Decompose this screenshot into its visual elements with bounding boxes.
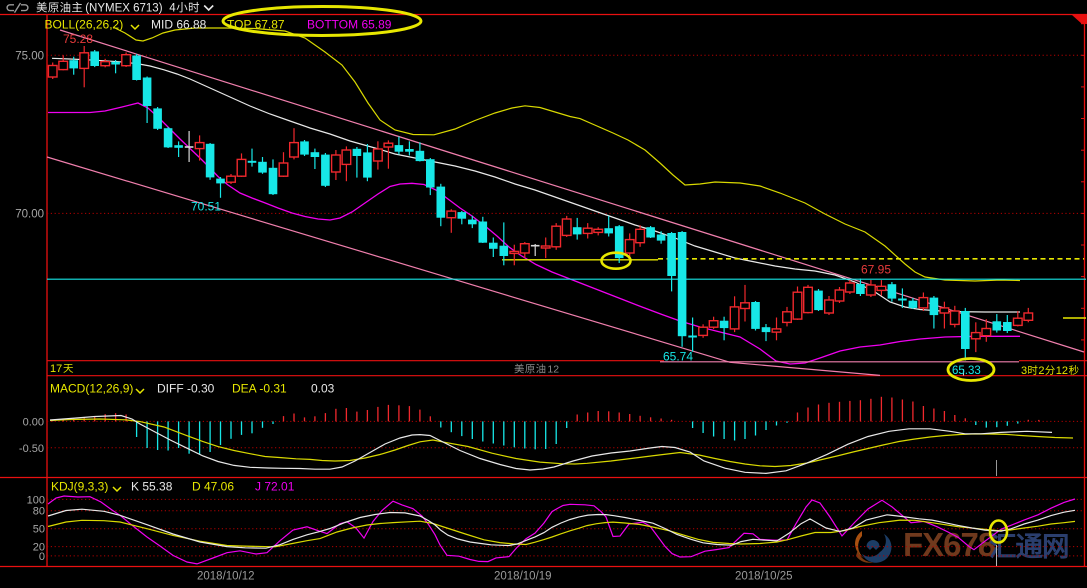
svg-text:2: 2 xyxy=(1038,365,1044,377)
svg-text:3: 3 xyxy=(1021,365,1027,377)
svg-text:4: 4 xyxy=(169,3,176,15)
svg-text:D 47.06: D 47.06 xyxy=(192,480,234,494)
svg-text:-0.50: -0.50 xyxy=(19,443,44,455)
svg-text:70.51: 70.51 xyxy=(191,200,221,214)
svg-text:BOLL(26,26,2): BOLL(26,26,2) xyxy=(45,18,124,32)
svg-text:0.03: 0.03 xyxy=(311,382,335,396)
svg-text:J 72.01: J 72.01 xyxy=(255,480,295,494)
svg-text:K 55.38: K 55.38 xyxy=(131,480,173,494)
svg-text:80: 80 xyxy=(33,506,45,518)
svg-text:50: 50 xyxy=(33,524,45,536)
svg-text:DEA -0.31: DEA -0.31 xyxy=(232,382,287,396)
svg-text:65.74: 65.74 xyxy=(663,350,693,364)
svg-text:70.00: 70.00 xyxy=(15,209,44,221)
svg-text:75.00: 75.00 xyxy=(15,51,44,63)
svg-text:67.95: 67.95 xyxy=(861,263,891,277)
svg-text:20: 20 xyxy=(33,542,45,554)
svg-text:100: 100 xyxy=(27,495,45,507)
svg-text:DIFF -0.30: DIFF -0.30 xyxy=(157,382,215,396)
svg-text:65.33: 65.33 xyxy=(952,365,981,377)
svg-text:0.00: 0.00 xyxy=(23,417,44,429)
svg-text:12: 12 xyxy=(1056,365,1068,377)
svg-text:2018/10/19: 2018/10/19 xyxy=(494,571,552,583)
svg-text:2018/10/25: 2018/10/25 xyxy=(735,571,793,583)
svg-text:75.28: 75.28 xyxy=(63,32,93,46)
svg-text:MACD(12,26,9): MACD(12,26,9) xyxy=(50,382,133,396)
svg-text:2018/10/12: 2018/10/12 xyxy=(197,571,255,583)
svg-text:17: 17 xyxy=(50,363,62,375)
svg-text:(NYMEX 6713): (NYMEX 6713) xyxy=(85,3,163,15)
svg-text:BOTTOM 65.89: BOTTOM 65.89 xyxy=(307,18,392,32)
svg-text:KDJ(9,3,3): KDJ(9,3,3) xyxy=(51,480,108,494)
svg-text:MID 66.88: MID 66.88 xyxy=(151,18,207,32)
svg-text:0: 0 xyxy=(39,551,45,563)
svg-text:12: 12 xyxy=(547,364,559,376)
svg-text:FX678: FX678 xyxy=(903,526,996,563)
